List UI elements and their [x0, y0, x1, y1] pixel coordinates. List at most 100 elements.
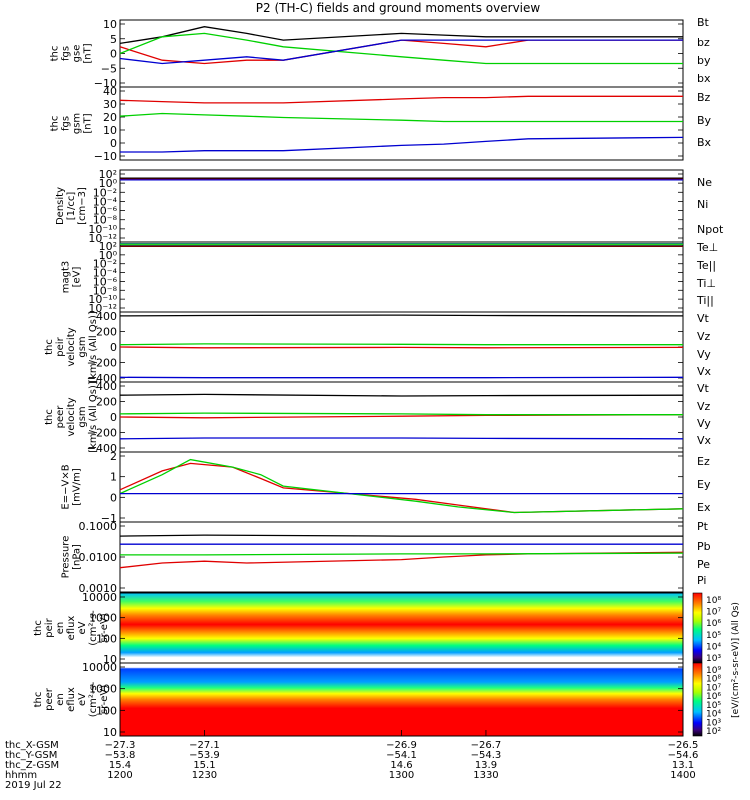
colorbar-tick: 10⁸	[706, 675, 721, 685]
colorbar-tick: 10⁷	[706, 608, 721, 618]
ylabel-line: thc	[50, 116, 61, 132]
ylabel-line: en	[55, 622, 66, 635]
legend-Pi: Pi	[697, 574, 706, 587]
ylabel-line: peer	[55, 405, 66, 429]
series-Vx	[119, 437, 684, 440]
ytick-label: 40	[103, 85, 117, 98]
ytick-label: −200	[87, 427, 117, 440]
colorbar-tick: 10⁵	[706, 701, 721, 711]
xtick-value: 15.4	[109, 760, 131, 771]
colorbar-tick: 10⁴	[706, 642, 721, 652]
ylabel-line: [1/cc]	[66, 192, 77, 221]
ylabel-line: gsm	[77, 406, 88, 427]
xtick-value: 1400	[670, 770, 695, 781]
series-Pt	[119, 534, 683, 537]
ytick-label: 10²	[99, 168, 117, 181]
legend-Vt: Vt	[697, 312, 710, 325]
ytick-label: 10⁻¹²	[88, 232, 117, 245]
colorbar-tick: 10⁹	[706, 666, 721, 676]
frame-pressure	[119, 521, 684, 593]
panel-peir_eflux: 10000 1000 100 10 thc peir en eflux eV (cm²-s-sr-…	[33, 591, 721, 666]
ytick-label: 10⁻²	[93, 258, 117, 271]
heatmap-peir_eflux	[120, 593, 683, 663]
ylabel-line: (cm²-s-	[88, 681, 99, 717]
ylabel-line: en	[55, 693, 66, 706]
series-Ez	[119, 462, 684, 514]
xaxis-row-label: 2019 Jul 22	[5, 780, 62, 791]
ylabel-line: eV	[77, 621, 88, 634]
ytick-label: 10⁻⁴	[93, 267, 118, 280]
ytick-label: 10⁻⁸	[93, 214, 118, 227]
ytick-label: 0.0010	[79, 582, 118, 595]
ylabel-line: [eV]	[72, 267, 83, 288]
series-Bz	[119, 95, 683, 104]
ytick-label: 1000	[89, 683, 117, 696]
colorbar-tick: 10⁸	[706, 596, 721, 606]
ytick-label: 10⁻⁶	[93, 205, 118, 218]
xtick-value: 1200	[107, 770, 132, 781]
ytick-label: 10000	[82, 661, 117, 674]
series-Pe	[120, 552, 684, 556]
legend-Te||: Te||	[696, 259, 716, 272]
ylabel-line: gse	[72, 45, 83, 63]
ytick-label: 10⁻¹²	[88, 302, 117, 315]
ytick-label: 0.0100	[79, 551, 118, 564]
legend-Vx: Vx	[697, 434, 712, 447]
ylabel-line: sr-eV)	[99, 613, 110, 642]
ytick-label: 10	[103, 653, 117, 666]
colorbar-tick: 10⁵	[706, 631, 721, 641]
ylabel-line: [mV/m]	[72, 468, 83, 506]
ylabel-line: Pressure	[61, 536, 72, 579]
xtick-value: 1300	[389, 770, 414, 781]
xtick-value: 1230	[192, 770, 217, 781]
xaxis-row-label: hhmm	[5, 770, 37, 781]
legend-Vz: Vz	[697, 330, 711, 343]
xtick-value: −27.1	[189, 740, 220, 751]
ylabel-line: [nPa]	[72, 544, 83, 570]
frame-fgs_gse	[119, 19, 684, 88]
series-Bt	[119, 26, 683, 45]
legend-by: by	[697, 54, 711, 67]
ytick-label: 10⁻⁴	[93, 195, 118, 208]
ylabel-line: peer	[44, 687, 55, 711]
ytick-label: −10	[94, 77, 117, 90]
ylabel-line: [nT]	[83, 43, 94, 63]
ylabel-line: (cm²-s-	[88, 610, 99, 646]
ytick-label: 100	[96, 704, 117, 717]
xtick-value: 14.6	[390, 760, 412, 771]
legend-Vy: Vy	[697, 348, 711, 361]
legend-Ey: Ey	[697, 478, 711, 491]
ytick-label: 400	[96, 310, 117, 323]
ylabel-line: thc	[50, 46, 61, 62]
series-Vt	[119, 314, 684, 317]
frame-peer_velocity	[119, 381, 684, 453]
colorbars: [eV/(cm²-s-sr-eV)] (All Qs)	[692, 592, 741, 737]
series-By	[119, 112, 683, 123]
ytick-label: 30	[103, 98, 117, 111]
series-by	[119, 32, 683, 65]
ytick-label: −200	[87, 357, 117, 370]
xtick-value: 13.1	[672, 760, 694, 771]
ytick-label: 100	[96, 632, 117, 645]
ytick-label: −400	[87, 372, 117, 385]
ylabel-line: sr-eV)	[99, 685, 110, 714]
legend-Vt: Vt	[697, 382, 710, 395]
ytick-label: 0	[110, 137, 117, 150]
ytick-label: 1000	[89, 612, 117, 625]
ytick-label: 0	[110, 411, 117, 424]
colorbar-tick: 10⁷	[706, 683, 721, 693]
xaxis-row-label: thc_Z-GSM	[5, 760, 59, 771]
series-Vz	[119, 346, 684, 349]
ylabel-line: peir	[55, 336, 66, 356]
ytick-label: 10⁰	[99, 249, 118, 262]
ytick-label: 20	[103, 111, 117, 124]
legend-Ne: Ne	[697, 176, 712, 189]
series-Vt	[119, 393, 684, 397]
legend-Npot: Npot	[697, 223, 724, 236]
frame-density	[119, 169, 684, 243]
xtick-value: 1330	[473, 770, 498, 781]
